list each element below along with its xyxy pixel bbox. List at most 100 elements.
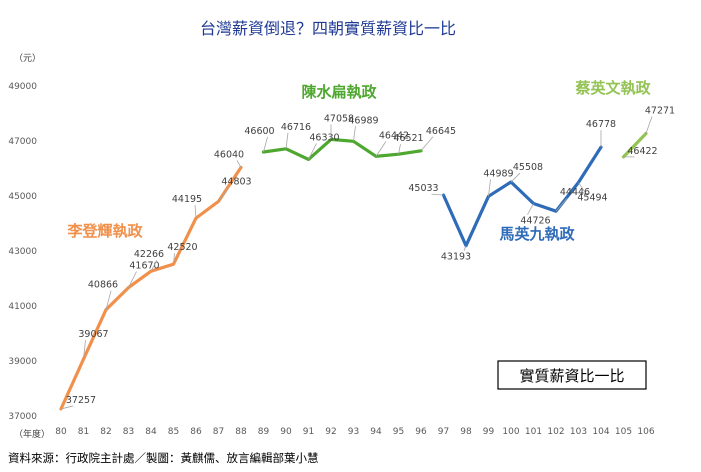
data-label: 46716 [281, 122, 311, 133]
label-leader [527, 203, 534, 215]
label-leader [236, 160, 242, 168]
data-label: 45508 [513, 162, 543, 173]
data-label: 42266 [134, 249, 164, 260]
data-label: 44989 [483, 168, 513, 179]
data-label: 46778 [586, 119, 616, 130]
y-tick-label: 37000 [8, 412, 37, 422]
data-label: 40866 [88, 280, 118, 291]
x-tick-label: 83 [123, 427, 134, 437]
era-label: 蔡英文執政 [574, 79, 651, 97]
data-label: 45494 [577, 192, 607, 203]
label-leader [420, 136, 434, 152]
x-tick-label: 94 [370, 427, 382, 437]
data-label: 41670 [129, 261, 159, 272]
y-tick-label: 49000 [8, 82, 37, 92]
label-leader [60, 405, 74, 410]
era-label: 馬英九執政 [499, 225, 575, 243]
x-tick-label: 99 [483, 427, 495, 437]
y-axis-ticks: 37000 39000 41000 43000 45000 47000 49000 [8, 82, 37, 422]
data-label: 46040 [214, 149, 244, 160]
y-tick-label: 41000 [8, 302, 37, 312]
series-line [261, 137, 423, 161]
data-label: 43193 [441, 252, 471, 263]
x-axis-unit: （年度） [14, 428, 50, 440]
x-tick-label: 87 [213, 427, 224, 437]
label-leader [488, 179, 491, 197]
series-line [59, 165, 243, 411]
era-label: 陳水扁執政 [301, 83, 377, 101]
label-leader [375, 141, 387, 157]
x-tick-label: 103 [570, 427, 587, 437]
data-label: 44803 [221, 176, 251, 187]
data-label: 44726 [520, 216, 550, 227]
x-tick-label: 93 [348, 427, 359, 437]
data-label: 46422 [627, 146, 657, 157]
label-leader [173, 253, 175, 265]
x-tick-label: 105 [615, 427, 632, 437]
source-note: 資料來源：行政院主計處／製圖：黃麒儒、放言編輯部葉小慧 [8, 451, 319, 465]
x-tick-label: 84 [145, 427, 157, 437]
data-label: 46521 [393, 133, 423, 144]
x-axis-ticks: 80 81 82 83 84 85 86 87 88 89 90 91 92 93 94 95 96 97 98 99… [55, 427, 655, 437]
x-tick-label: 98 [460, 427, 472, 437]
data-label: 46645 [426, 126, 456, 137]
label-leader [263, 136, 268, 153]
x-tick-label: 100 [502, 427, 519, 437]
legend-box-text: 實質薪資比一比 [519, 367, 624, 385]
label-leader [353, 126, 356, 142]
label-leader [194, 205, 197, 219]
label-leader [83, 340, 86, 360]
x-tick-label: 90 [280, 427, 292, 437]
x-tick-label: 95 [393, 427, 404, 437]
data-label: 37257 [66, 395, 96, 406]
series-line [621, 131, 648, 159]
x-tick-label: 106 [637, 427, 654, 437]
data-label: 46989 [348, 115, 378, 126]
label-leader [463, 245, 467, 251]
x-tick-label: 97 [438, 427, 449, 437]
label-leader [105, 290, 112, 310]
y-tick-label: 39000 [8, 357, 37, 367]
x-tick-label: 85 [168, 427, 179, 437]
chart-title: 台灣薪資倒退？四朝實質薪資比一比 [200, 19, 456, 38]
x-tick-label: 96 [415, 427, 427, 437]
label-leader [398, 144, 401, 155]
x-tick-label: 102 [547, 427, 564, 437]
x-tick-label: 104 [592, 427, 609, 437]
label-leader [218, 187, 229, 202]
label-leader [555, 197, 568, 212]
data-label: 46600 [244, 126, 274, 137]
data-label: 39067 [78, 329, 108, 340]
x-tick-label: 89 [258, 427, 270, 437]
label-leader [150, 259, 158, 272]
y-tick-label: 43000 [8, 247, 37, 257]
label-leader [510, 172, 521, 183]
x-tick-label: 91 [303, 427, 314, 437]
y-tick-label: 47000 [8, 137, 37, 147]
series-line [441, 145, 603, 248]
x-tick-label: 81 [78, 427, 89, 437]
data-label: 42520 [167, 242, 197, 253]
x-tick-label: 82 [100, 427, 111, 437]
data-label: 45033 [408, 183, 438, 194]
era-label: 李登輝執政 [66, 222, 143, 240]
x-tick-label: 92 [325, 427, 336, 437]
data-label: 46442 [379, 130, 409, 141]
label-leader [128, 271, 137, 288]
legend-box [497, 360, 647, 390]
label-leader [308, 143, 317, 160]
data-label: 46330 [309, 132, 339, 143]
label-leader [578, 182, 585, 192]
x-tick-label: 80 [55, 427, 67, 437]
x-tick-label: 88 [235, 427, 247, 437]
x-tick-label: 86 [190, 427, 202, 437]
label-leader [645, 116, 653, 134]
data-label: 44195 [172, 194, 202, 205]
data-label: 44446 [560, 187, 590, 198]
data-label: 47271 [645, 106, 675, 117]
data-label: 47058 [324, 113, 354, 124]
